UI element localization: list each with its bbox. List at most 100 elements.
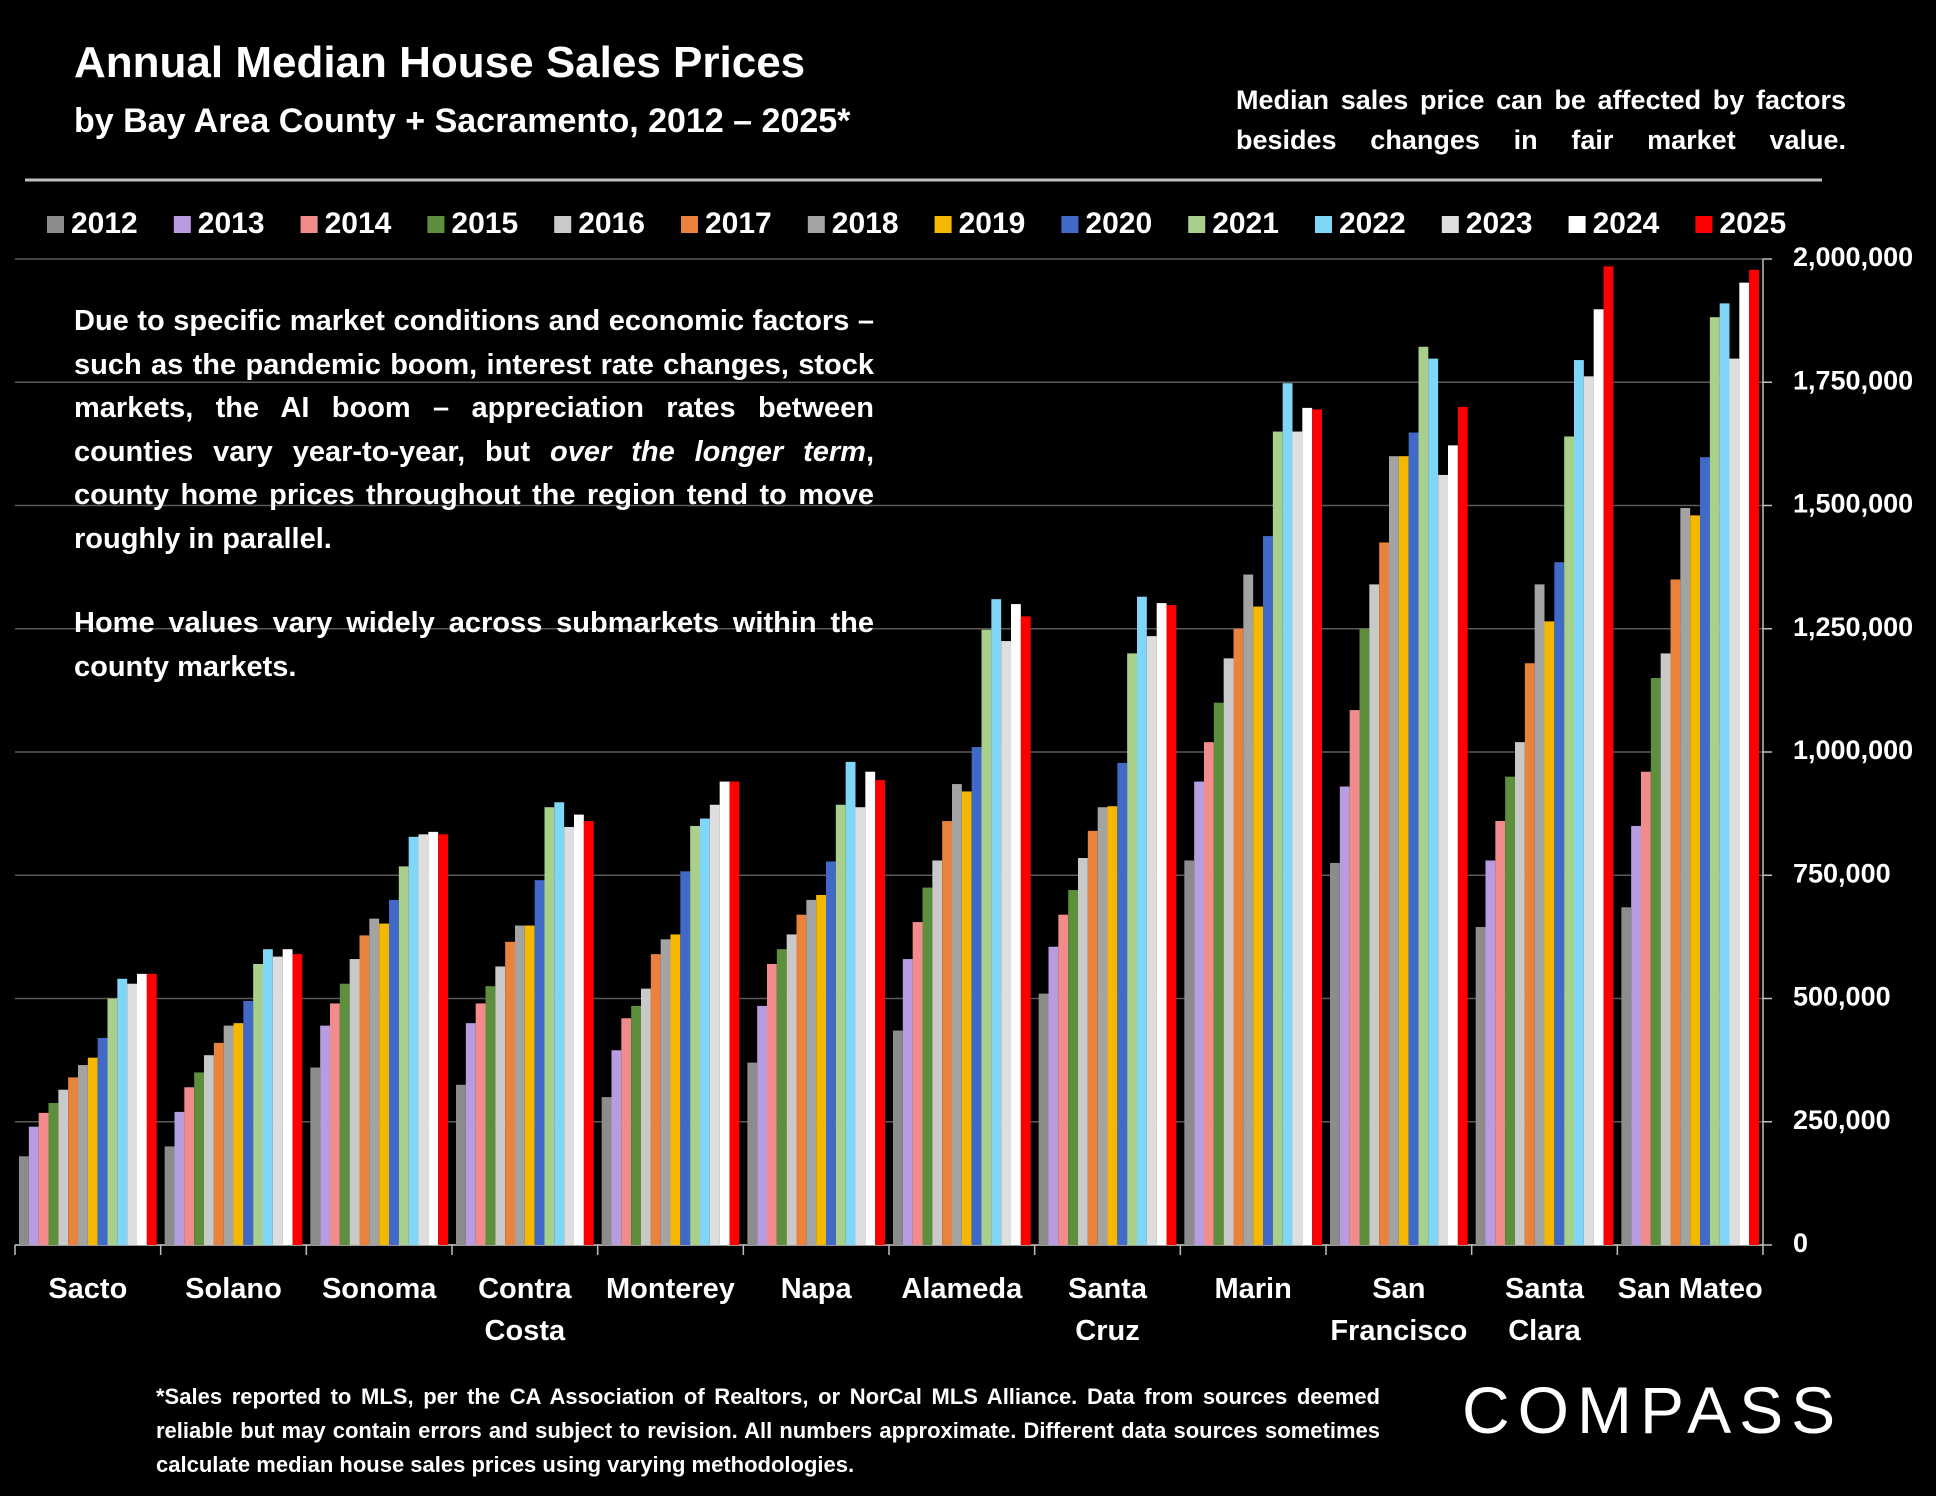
chart-title: Annual Median House Sales Prices (74, 38, 806, 87)
annotation-text: Due to specific market conditions and ec… (74, 305, 874, 468)
bar (893, 1030, 903, 1245)
bar (932, 860, 943, 1245)
bar (263, 949, 273, 1245)
bar (1184, 860, 1195, 1245)
bar (1302, 407, 1313, 1245)
bar (223, 1025, 234, 1245)
bar (389, 899, 399, 1245)
legend-swatch (1315, 216, 1332, 233)
bar (310, 1067, 321, 1245)
bar (292, 954, 303, 1245)
legend-label: 2019 (959, 207, 1026, 240)
bar (127, 983, 137, 1245)
bar (1156, 603, 1167, 1245)
bar (359, 935, 370, 1245)
y-tick-label: 250,000 (1793, 1105, 1891, 1135)
legend-label: 2025 (1719, 207, 1786, 240)
y-tick-label: 1,000,000 (1793, 735, 1913, 765)
bar (1097, 807, 1108, 1245)
bar (865, 771, 876, 1245)
bar (428, 831, 439, 1245)
annotation-paragraph: Due to specific market conditions and ec… (74, 300, 874, 561)
bar (194, 1072, 204, 1245)
bar (213, 1042, 224, 1245)
bar (670, 934, 681, 1245)
bar (1524, 663, 1535, 1245)
bar (544, 807, 555, 1245)
legend-label: 2018 (832, 207, 899, 240)
bar (146, 973, 157, 1245)
legend-label: 2015 (451, 207, 518, 240)
bar (137, 973, 147, 1245)
bar (339, 983, 350, 1245)
bar (631, 1005, 641, 1245)
bar (991, 599, 1002, 1245)
bar (1369, 584, 1380, 1245)
bar (1438, 474, 1448, 1246)
bar (601, 1097, 612, 1245)
bar (38, 1112, 49, 1245)
bar (1583, 376, 1594, 1246)
bar (1233, 628, 1244, 1245)
bar (408, 836, 419, 1245)
bar (806, 899, 817, 1245)
bar (1058, 914, 1069, 1245)
legend-label: 2012 (71, 207, 138, 240)
bar (1107, 806, 1118, 1245)
bar (1428, 358, 1439, 1245)
x-tick-label: Santa Cruz (1067, 1273, 1147, 1347)
bar (700, 818, 710, 1245)
bar (19, 1156, 29, 1245)
legend-label: 2014 (325, 207, 392, 240)
bar (826, 861, 836, 1245)
legend-swatch (1568, 216, 1586, 233)
bar (1554, 562, 1565, 1245)
bar (611, 1050, 622, 1245)
bar (796, 914, 807, 1245)
bar (524, 925, 535, 1245)
bar (320, 1025, 330, 1245)
bar (1194, 781, 1204, 1245)
bar (1739, 282, 1750, 1245)
bar (1223, 658, 1234, 1245)
bar (1087, 830, 1098, 1245)
bar (1564, 436, 1574, 1246)
bar (621, 1018, 632, 1245)
y-tick-label: 750,000 (1793, 858, 1891, 888)
bar (1660, 653, 1671, 1245)
x-tick-label: Solano (185, 1273, 282, 1305)
bar (1379, 542, 1389, 1245)
bar (1282, 383, 1293, 1246)
bar (1048, 946, 1059, 1245)
x-tick-label: Alameda (901, 1273, 1023, 1305)
bar (1603, 266, 1614, 1245)
legend-label: 2017 (705, 207, 772, 240)
annotation-text: , county home prices throughout the regi… (74, 435, 874, 555)
bar (1700, 457, 1710, 1245)
bar (641, 988, 651, 1245)
bar (1544, 621, 1555, 1245)
bar (816, 894, 826, 1245)
bar (1166, 605, 1177, 1245)
bar (107, 998, 118, 1245)
brand-logo: COMPASS (1462, 1373, 1844, 1447)
bar (564, 826, 574, 1245)
legend-swatch (807, 216, 825, 233)
bar (1359, 628, 1370, 1245)
bar (1001, 641, 1011, 1245)
x-tick-label: Monterey (606, 1273, 735, 1305)
bar (505, 941, 515, 1245)
bar (942, 821, 952, 1245)
bar (971, 747, 982, 1245)
bar (1349, 710, 1360, 1245)
legend-label: 2022 (1339, 207, 1406, 240)
bar (875, 780, 885, 1245)
bar (1621, 907, 1632, 1245)
bar (729, 781, 740, 1245)
bar (1515, 742, 1525, 1245)
bar (1146, 636, 1157, 1245)
bar (574, 814, 584, 1245)
legend-label: 2020 (1085, 207, 1152, 240)
bar (1641, 771, 1651, 1245)
